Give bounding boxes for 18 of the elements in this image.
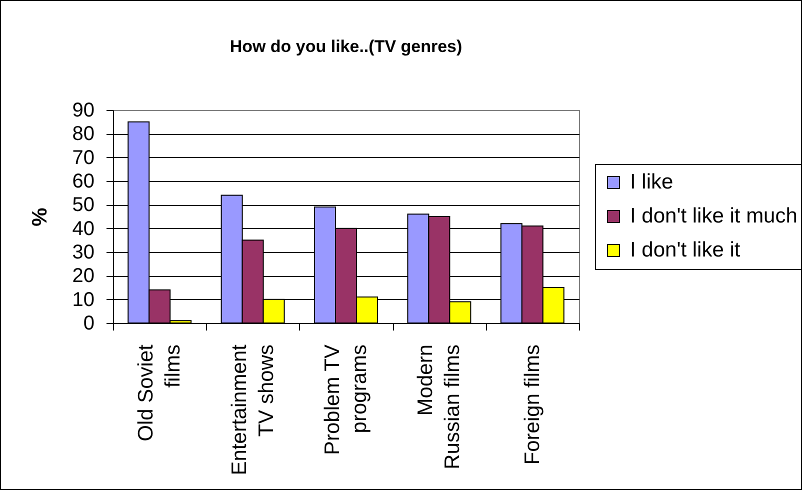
y-tick-label: 30 bbox=[72, 242, 94, 264]
y-tick-label: 10 bbox=[72, 288, 94, 311]
y-tick-label: 80 bbox=[72, 123, 94, 146]
y-tick-label: 90 bbox=[72, 100, 94, 122]
x-tick-label: Old Soviet films bbox=[134, 344, 185, 442]
y-tick-label: 50 bbox=[72, 194, 94, 216]
x-tick-label: Problem TV programs bbox=[321, 344, 371, 455]
y-axis-title: % bbox=[28, 207, 52, 226]
y-tick-label: 0 bbox=[83, 312, 94, 334]
x-tick-label: Foreign films bbox=[520, 344, 544, 465]
legend-label: I like bbox=[630, 170, 674, 194]
legend-label: I don't like it much bbox=[630, 204, 798, 228]
y-tick-label: 20 bbox=[72, 265, 94, 288]
legend-label: I don't like it bbox=[630, 238, 740, 262]
y-tick-label: 40 bbox=[72, 218, 94, 240]
y-tick-label: 60 bbox=[72, 170, 94, 192]
y-tick-label: 70 bbox=[72, 146, 94, 169]
chart-title: How do you like..(TV genres) bbox=[230, 37, 462, 56]
